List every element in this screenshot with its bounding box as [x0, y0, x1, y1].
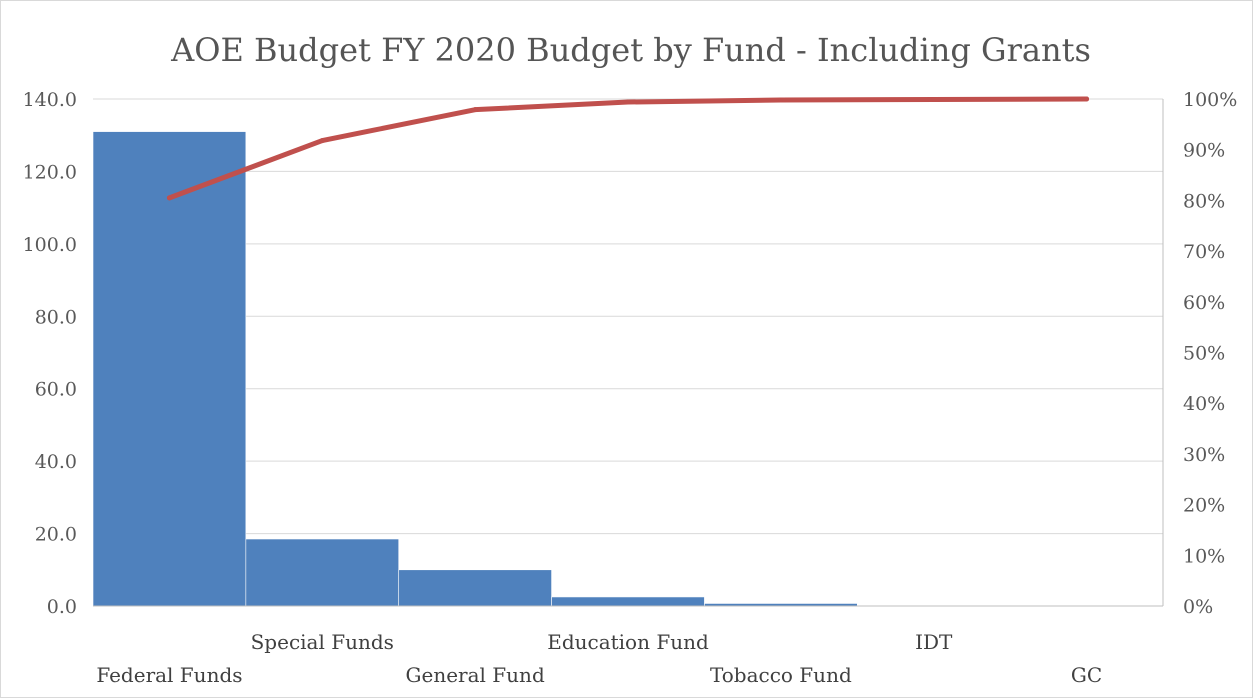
cumulative-point [778, 97, 784, 103]
right-tick-label: 80% [1183, 190, 1225, 212]
left-tick-label: 60.0 [35, 379, 77, 401]
right-tick-label: 60% [1183, 292, 1225, 314]
right-tick-label: 90% [1183, 140, 1225, 162]
cumulative-point [1084, 96, 1090, 102]
bar-education-fund [551, 596, 705, 607]
left-tick-label: 80.0 [35, 306, 77, 328]
cumulative-point [472, 107, 478, 113]
bar-special-funds [245, 538, 400, 607]
axes [93, 99, 1164, 607]
right-tick-label: 10% [1183, 545, 1225, 567]
right-axis-ticks: 0% 10% 20% 30% 40% 50% 60% 70% 80% 90% 100% [1183, 89, 1237, 618]
bar-federal-funds [92, 131, 247, 607]
cumulative-line-series [166, 96, 1090, 201]
category-label: Tobacco Fund [710, 663, 852, 687]
category-label: IDT [915, 630, 953, 654]
category-label: Federal Funds [96, 663, 242, 687]
category-label: Education Fund [547, 630, 709, 654]
left-tick-label: 40.0 [35, 451, 77, 473]
right-tick-label: 20% [1183, 495, 1225, 517]
left-tick-label: 120.0 [23, 161, 77, 183]
cumulative-point [625, 99, 631, 105]
left-tick-label: 20.0 [35, 524, 77, 546]
right-tick-label: 100% [1183, 89, 1237, 111]
right-tick-label: 0% [1183, 596, 1213, 618]
left-tick-label: 0.0 [47, 596, 77, 618]
bar-general-fund [398, 569, 552, 607]
right-tick-label: 50% [1183, 343, 1225, 365]
right-tick-label: 70% [1183, 241, 1225, 263]
left-tick-label: 140.0 [23, 89, 77, 111]
cumulative-point [931, 97, 937, 103]
left-axis-ticks: 0.0 20.0 40.0 60.0 80.0 100.0 120.0 140.0 [23, 89, 77, 618]
category-labels: Federal Funds Special Funds General FundEd… [96, 630, 1102, 687]
category-label: GC [1071, 663, 1102, 687]
chart-title: AOE Budget FY 2020 Budget by Fund - Incl… [170, 31, 1091, 69]
right-tick-label: 30% [1183, 444, 1225, 466]
left-tick-label: 100.0 [23, 234, 77, 256]
cumulative-point [319, 138, 325, 144]
category-label: Special Funds [251, 630, 394, 654]
bar-series [92, 131, 1164, 607]
right-tick-label: 40% [1183, 393, 1225, 415]
cumulative-percent-line [166, 96, 1090, 201]
cumulative-point [166, 195, 172, 201]
category-label: General Fund [406, 663, 545, 687]
gridlines [93, 98, 1163, 607]
